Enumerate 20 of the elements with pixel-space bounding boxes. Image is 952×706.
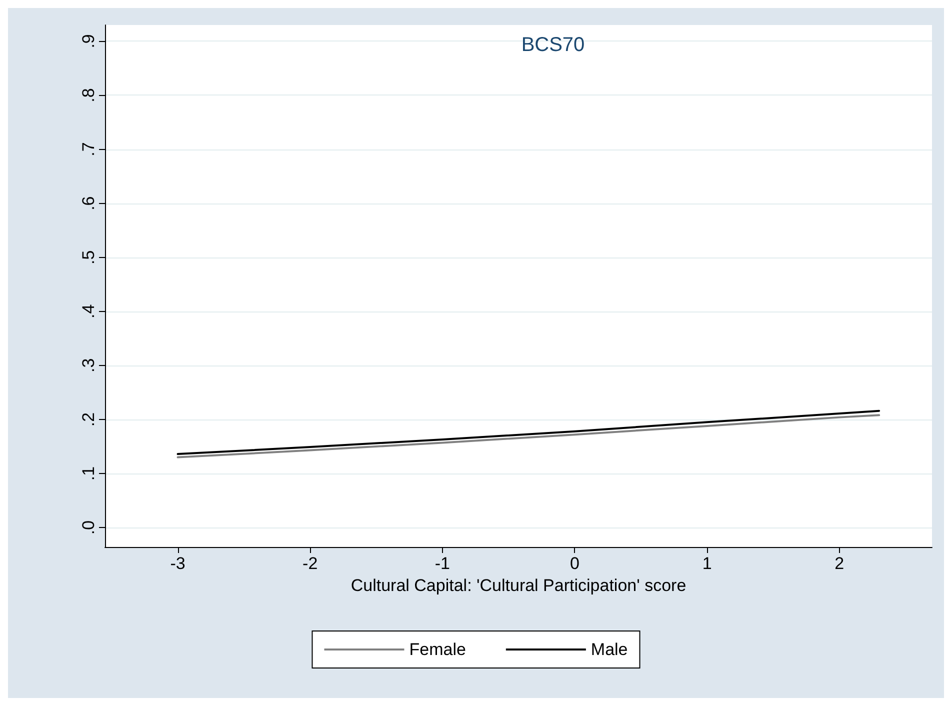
y-tick-label: .7 — [79, 142, 98, 156]
x-tick-label: -1 — [434, 554, 450, 573]
y-tick-label: .6 — [79, 196, 98, 210]
y-tick-label: .0 — [79, 520, 98, 535]
x-tick-label: -3 — [170, 554, 186, 573]
x-tick-label: -2 — [302, 554, 318, 573]
y-tick-label: .9 — [79, 34, 98, 48]
y-tick-label: .1 — [79, 466, 98, 481]
text: BCS70 — [521, 34, 585, 56]
y-tick-label: .4 — [79, 304, 98, 318]
x-axis-title: Cultural Capital: 'Cultural Participation' score — [350, 576, 686, 595]
y-tick-label: .2 — [79, 412, 98, 427]
legend-label: Female — [409, 640, 466, 659]
x-tick-label: 0 — [570, 554, 580, 573]
legend-label: Male — [590, 640, 628, 659]
y-tick-label: .8 — [79, 88, 98, 102]
x-tick-label: 1 — [702, 554, 712, 573]
y-tick-label: .5 — [79, 250, 98, 264]
x-tick-label: 2 — [834, 554, 844, 573]
y-tick-label: .3 — [79, 358, 98, 373]
